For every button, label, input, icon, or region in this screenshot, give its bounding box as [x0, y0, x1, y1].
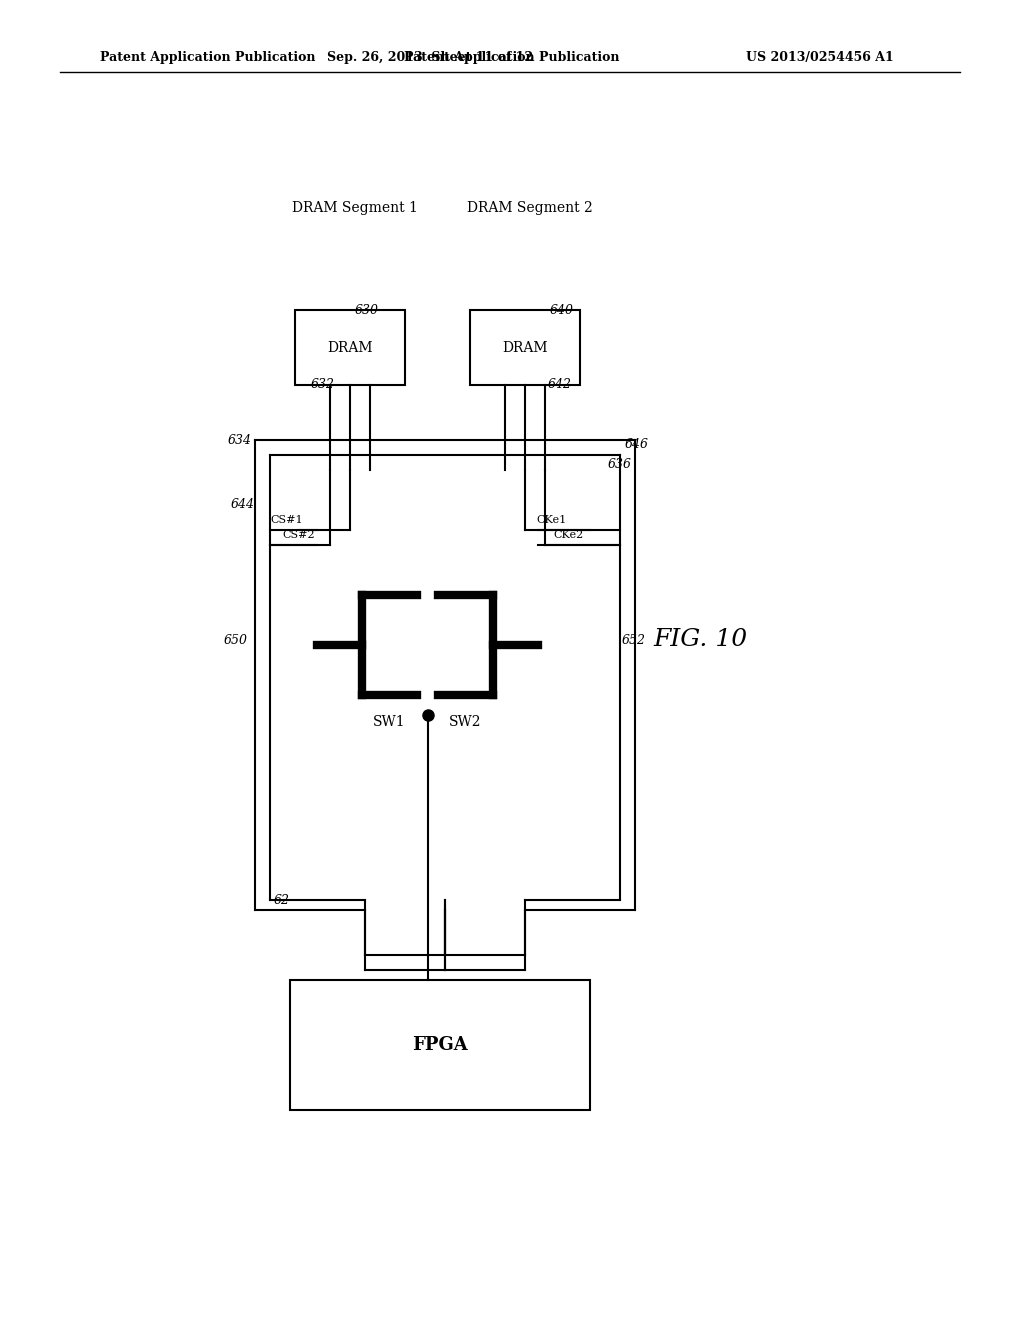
Text: 630: 630 [355, 304, 379, 317]
Text: 636: 636 [608, 458, 632, 471]
Bar [470, 310, 580, 385]
Text: Sep. 26, 2013  Sheet 11 of 12: Sep. 26, 2013 Sheet 11 of 12 [327, 51, 534, 65]
Text: 634: 634 [228, 433, 252, 446]
Text: FIG. 10: FIG. 10 [653, 628, 748, 652]
Text: CS#1: CS#1 [270, 515, 303, 525]
Text: SW1: SW1 [373, 715, 406, 729]
Text: 62: 62 [274, 894, 290, 907]
Text: CKe2: CKe2 [553, 531, 584, 540]
Text: FPGA: FPGA [412, 1036, 468, 1053]
Text: DRAM Segment 2: DRAM Segment 2 [467, 201, 593, 215]
Text: 646: 646 [625, 438, 649, 451]
Bar [290, 979, 590, 1110]
Text: DRAM: DRAM [328, 341, 373, 355]
Text: 652: 652 [622, 634, 646, 647]
Text: DRAM Segment 1: DRAM Segment 1 [292, 201, 418, 215]
Text: SW2: SW2 [450, 715, 481, 729]
Text: DRAM: DRAM [502, 341, 548, 355]
Text: CKe1: CKe1 [536, 515, 566, 525]
Text: CS#2: CS#2 [282, 531, 314, 540]
Text: 632: 632 [311, 379, 335, 392]
Text: 642: 642 [548, 379, 572, 392]
Text: 650: 650 [224, 634, 248, 647]
Text: 640: 640 [550, 304, 574, 317]
Text: Patent Application Publication: Patent Application Publication [404, 51, 620, 65]
Text: 644: 644 [231, 499, 255, 511]
Text: Patent Application Publication: Patent Application Publication [100, 51, 315, 65]
Text: US 2013/0254456 A1: US 2013/0254456 A1 [746, 51, 894, 65]
Bar [295, 310, 406, 385]
